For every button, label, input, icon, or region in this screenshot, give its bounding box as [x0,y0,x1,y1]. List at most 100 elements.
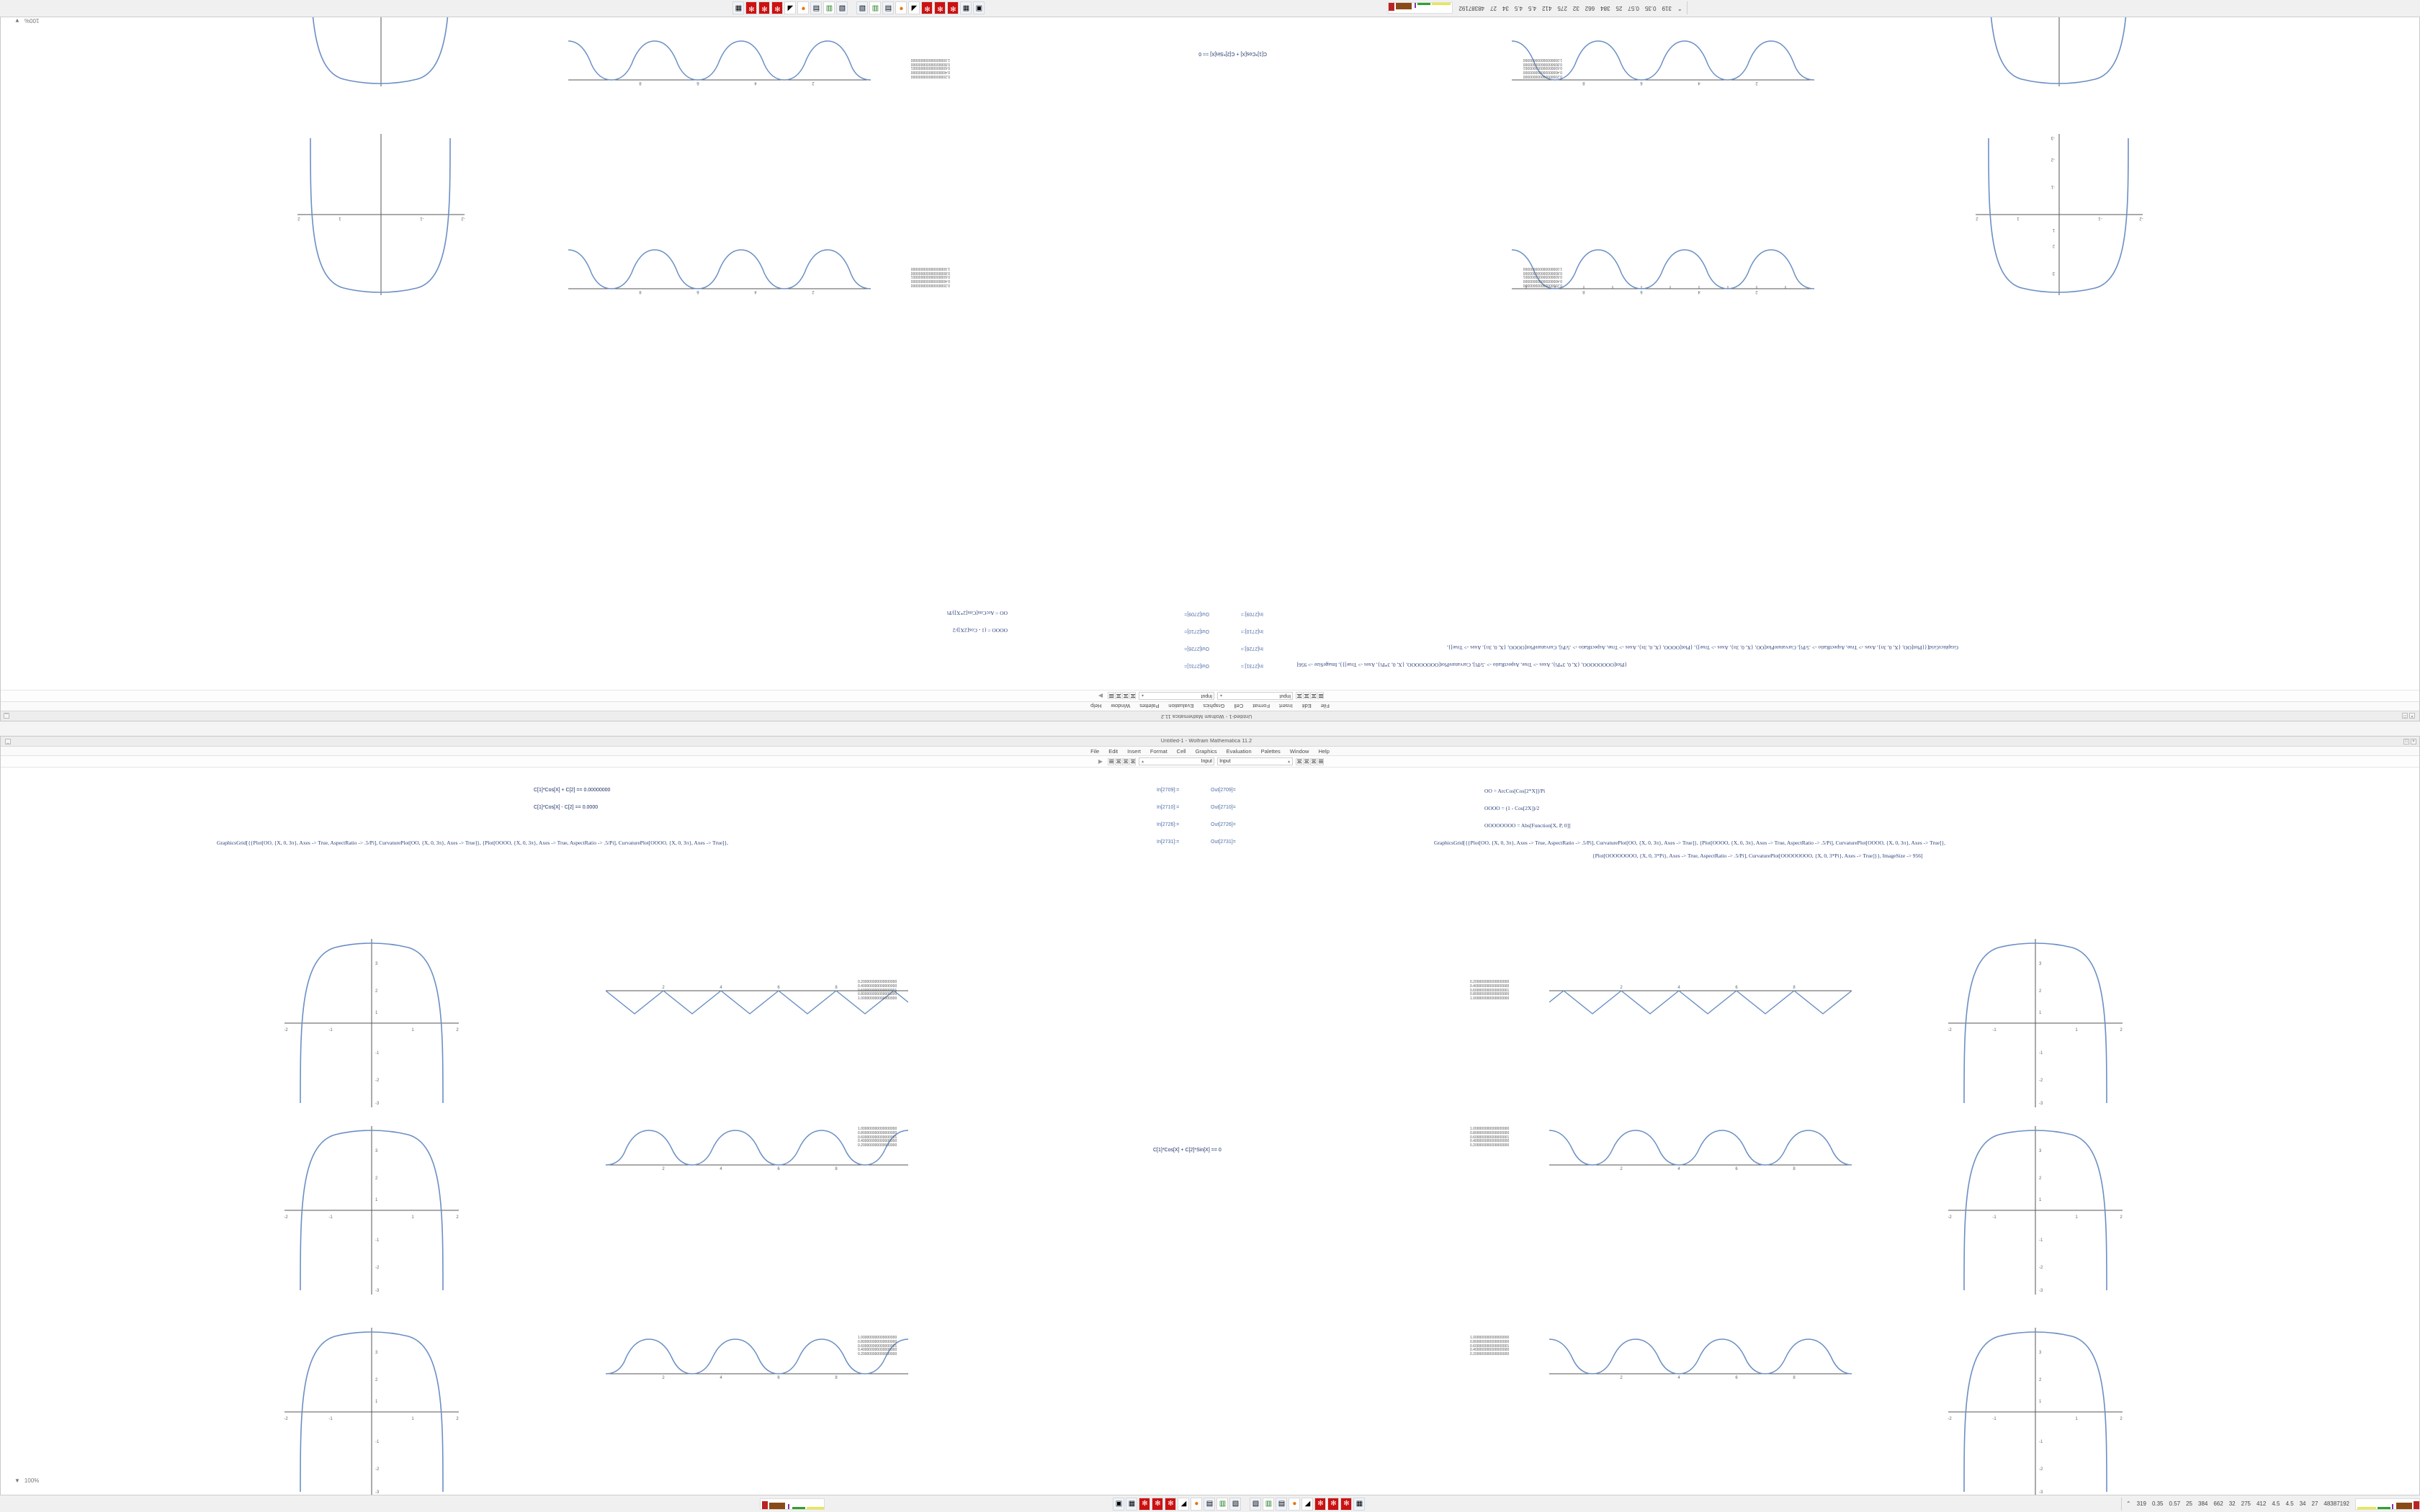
minimize-button-top[interactable]: _ [4,713,9,719]
plot-curvature-r1c4[interactable]: -2 -1 1 2 [287,128,475,301]
menu-edit[interactable]: Edit [1301,703,1312,710]
mathematica-icon-3-bottom-2[interactable]: ✻ [1314,1497,1327,1511]
window-list-icon-top[interactable]: ▣ [973,1,985,15]
mathematica-icon-2-bottom[interactable]: ✻ [1152,1497,1164,1511]
sysinfo-expand-icon-bottom[interactable]: ⌃ [2125,1500,2131,1507]
style-select-right[interactable]: Input ▲ [1139,692,1215,700]
floppy-save-icon-bottom[interactable]: ▤ [1204,1497,1216,1511]
taskbar-bottom[interactable]: ▣ ▦ ✻ ✻ ✻ ◢ ● ▤ ▥ ▧ ▧ ▥ ▤ ● ◢ ✻ ✻ ✻ ▦ ⌃ … [0,1495,2420,1512]
floppy-save-icon-top-2[interactable]: ▤ [810,1,823,15]
tray-bottom-1[interactable]: ▣ ▦ ✻ ✻ ✻ ◢ ● ▤ ▥ ▧ [1113,1497,1242,1511]
mathematica-icon-3-top-2[interactable]: ✻ [771,1,784,15]
plot-curvature-r2c4[interactable] [287,9,475,92]
notebook-canvas-bottom[interactable]: In[2709]:= Out[2709]= OO = ArcCos[Cos[2*… [1,768,2419,1495]
menu-file[interactable]: File [1320,703,1330,710]
titlebar-top[interactable]: × □ Untitled-1 - Wolfram Mathematica 11.… [1,711,2419,721]
zoom-indicator-top[interactable]: 100% ▼ [14,17,39,24]
align-right-icon[interactable] [1310,692,1317,700]
firefox-icon-top[interactable]: ● [895,1,908,15]
tray-bottom-2[interactable]: ▧ ▥ ▤ ● ◢ ✻ ✻ ✻ ▦ [1250,1497,1366,1511]
style-select-left-b[interactable]: ▲ Input [1139,757,1215,765]
plot-wave-r2c3[interactable]: 2 4 6 8 [568,38,871,89]
firefox-icon-bottom[interactable]: ● [1191,1497,1203,1511]
align-group-right-b[interactable] [1296,757,1325,765]
align-justify-icon[interactable] [1317,692,1325,700]
tray-top-2[interactable]: ▧ ▥ ▤ ● ◢ ✻ ✻ ✻ ▦ [732,1,848,15]
close-button-bottom[interactable]: × [2411,738,2416,744]
align-left-icon-2[interactable] [1129,692,1137,700]
style-select-left[interactable]: Input ▲ [1217,692,1294,700]
firefox-icon-bottom-2[interactable]: ● [1289,1497,1301,1511]
disk-icon-bottom[interactable]: ▥ [1216,1497,1229,1511]
plot-triangle-b-r1c2[interactable]: 2 4 6 8 [606,984,908,1017]
plot-wave-b-r3c3[interactable]: 2 4 6 8 [1549,1336,1852,1380]
plot-curvature-r1c1[interactable]: -2 -1 1 2 3 2 1 -1 -2 -3 [1966,128,2153,301]
chevron-down-icon-zoom-bottom[interactable]: ▼ [14,1477,20,1484]
plot-wave-r1c2[interactable]: 2 4 6 8 [1512,247,1814,297]
plot-wave-b-r2c2[interactable]: 2 4 6 8 [606,1128,908,1171]
style-select-right-b[interactable]: Input ▲ [1217,757,1294,765]
gimp-icon-bottom[interactable]: ◢ [1178,1497,1190,1511]
align-group-right[interactable] [1108,692,1137,700]
menu-insert-b[interactable]: Insert [1127,747,1141,755]
notebook-window-bottom[interactable]: _ Untitled-1 - Wolfram Mathematica 11.2 … [0,736,2420,1496]
menu-help-b[interactable]: Help [1318,747,1330,755]
tray-top[interactable]: ▣ ▦ ✻ ✻ ✻ ◢ ● ▤ ▥ ▧ [856,1,985,15]
menu-graphics-b[interactable]: Graphics [1195,747,1217,755]
align-justify-icon-b[interactable] [1108,757,1115,765]
plot-curvature-b-r3c4[interactable]: -2 -1 1 2 3 2 1 -1 -2 -3 [1938,1322,2133,1495]
mathematica-icon-3-top[interactable]: ✻ [921,1,933,15]
align-group-left[interactable] [1296,692,1325,700]
monitor-icon-top[interactable]: ▧ [856,1,869,15]
window-list-icon-bottom[interactable]: ▣ [1113,1497,1125,1511]
menu-graphics[interactable]: Graphics [1203,703,1225,710]
mathematica-icon-1-top[interactable]: ✻ [947,1,959,15]
menubar-bottom[interactable]: File Edit Insert Format Cell Graphics Ev… [1,747,2419,756]
disk-icon-top-2[interactable]: ▥ [823,1,835,15]
minimize-button-bottom[interactable]: _ [5,738,11,744]
mathematica-icon-2-top-2[interactable]: ✻ [758,1,771,15]
plot-wave-r1c3[interactable]: 2 4 6 8 [568,247,871,297]
sysinfo-expand-icon-top[interactable]: ⌃ [1677,5,1682,12]
chevron-down-icon-zoom-top[interactable]: ▼ [14,17,20,24]
menu-help[interactable]: Help [1090,703,1102,710]
taskbar-top[interactable]: ⌃ 319 0.35 0.57 25 384 662 32 275 412 4.… [0,0,2420,17]
plot-curvature-b-r2c4[interactable]: -2 -1 1 2 3 2 1 -1 -2 -3 [1938,1120,2133,1300]
menu-palettes[interactable]: Palettes [1139,703,1160,710]
plot-curvature-b-r1c1[interactable]: -2 -1 1 2 3 2 1 -1 -2 -3 [274,933,469,1113]
plot-wave-r2c2[interactable]: 2 4 6 8 [1512,38,1814,89]
align-right-icon-2[interactable] [1115,692,1122,700]
align-justify-icon-2[interactable] [1108,692,1115,700]
evaluate-icon[interactable]: ▶ [1098,693,1103,699]
calculator-icon-top[interactable]: ▦ [960,1,972,15]
plot-wave-b-r2c3[interactable]: 2 4 6 8 [1549,1128,1852,1171]
align-left-icon-b[interactable] [1129,757,1137,765]
menu-edit-b[interactable]: Edit [1108,747,1119,755]
notebook-window-top[interactable]: × □ Untitled-1 - Wolfram Mathematica 11.… [0,9,2420,721]
floppy-save-icon-top[interactable]: ▤ [882,1,895,15]
plot-wave-b-r3c2[interactable]: 2 4 6 8 [606,1336,908,1380]
menu-window-b[interactable]: Window [1289,747,1309,755]
mathematica-icon-1-top-2[interactable]: ✻ [745,1,758,15]
menu-file-b[interactable]: File [1090,747,1100,755]
toolbar-bottom[interactable]: ▶ ▲ Input Input ▲ [1,756,2419,768]
align-right-icon-b[interactable] [1115,757,1122,765]
mathematica-icon-1-bottom-2[interactable]: ✻ [1340,1497,1353,1511]
monitor-icon-bottom-2[interactable]: ▧ [1250,1497,1262,1511]
align-center-icon-2[interactable] [1122,692,1129,700]
plot-triangle-b-r1c3[interactable]: 2 4 6 8 [1549,984,1852,1017]
menu-cell-b[interactable]: Cell [1176,747,1186,755]
gimp-icon-top-2[interactable]: ◢ [784,1,797,15]
calculator-icon-top-2[interactable]: ▦ [732,1,745,15]
floppy-save-icon-bottom-2[interactable]: ▤ [1276,1497,1288,1511]
toolbar-top[interactable]: Input ▲ Input ▲ ▶ [1,690,2419,701]
mathematica-icon-2-bottom-2[interactable]: ✻ [1327,1497,1340,1511]
disk-icon-bottom-2[interactable]: ▥ [1263,1497,1275,1511]
monitor-icon-bottom[interactable]: ▧ [1229,1497,1242,1511]
maximize-button-bottom[interactable]: □ [2403,738,2409,744]
mathematica-icon-1-bottom[interactable]: ✻ [1139,1497,1151,1511]
mathematica-icon-3-bottom[interactable]: ✻ [1165,1497,1177,1511]
maximize-button-top[interactable]: □ [2402,713,2408,719]
menu-format[interactable]: Format [1252,703,1270,710]
close-button-top[interactable]: × [2409,713,2415,719]
